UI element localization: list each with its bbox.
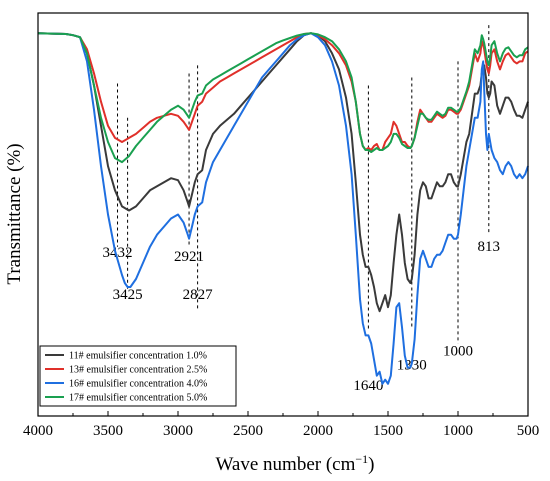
tick-layer: 4000 3500 3000 2500 2000 1500 1000 500 bbox=[23, 411, 539, 439]
series-line-4 bbox=[37, 32, 529, 164]
x-tick-label: 1500 bbox=[373, 423, 403, 439]
annotation-label: 813 bbox=[478, 239, 501, 255]
x-tick-label: 4000 bbox=[23, 423, 53, 439]
series-line-2 bbox=[37, 32, 529, 151]
series-line-3 bbox=[37, 32, 529, 385]
y-axis-title: Transmittance (%) bbox=[4, 143, 25, 284]
x-tick-label: 1000 bbox=[443, 423, 473, 439]
annotation-label: 1640 bbox=[353, 378, 383, 394]
x-axis-title-close: ) bbox=[368, 454, 374, 475]
legend-entry: 13# emulsifier concentration 2.5% bbox=[69, 365, 207, 376]
legend: 11# emulsifier concentration 1.0% 13# emu… bbox=[39, 345, 237, 407]
legend-entry: 16# emulsifier concentration 4.0% bbox=[69, 379, 207, 390]
x-tick-label: 3000 bbox=[163, 423, 193, 439]
x-tick-label: 2000 bbox=[303, 423, 333, 439]
annotation-label: 3432 bbox=[103, 245, 133, 261]
annotation-label: 3425 bbox=[113, 287, 143, 303]
series-layer bbox=[37, 32, 529, 385]
annotation-label: 2921 bbox=[174, 249, 204, 265]
x-tick-label: 3500 bbox=[93, 423, 123, 439]
x-axis-title: Wave number (cm−1) bbox=[216, 452, 375, 475]
x-axis-title-main: Wave number (cm bbox=[216, 454, 356, 475]
legend-entry: 17# emulsifier concentration 5.0% bbox=[69, 393, 207, 404]
legend-entry: 11# emulsifier concentration 1.0% bbox=[69, 351, 207, 362]
x-tick-label: 500 bbox=[517, 423, 540, 439]
legend-box bbox=[39, 345, 237, 407]
x-axis-title-sup: −1 bbox=[355, 452, 368, 466]
x-tick-label: 2500 bbox=[233, 423, 263, 439]
annotation-label: 1000 bbox=[443, 344, 473, 360]
annotation-label: 2827 bbox=[183, 287, 214, 303]
